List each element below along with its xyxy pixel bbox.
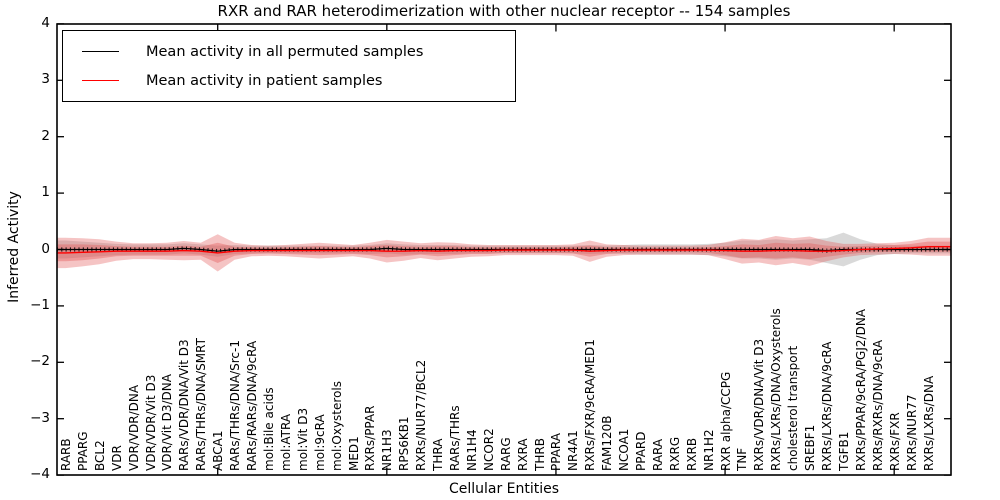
x-tick-label: RARA: [650, 438, 665, 471]
x-tick-label: RXRB: [684, 437, 699, 471]
x-tick-label: RARs/THRs: [447, 405, 462, 471]
permuted-line-swatch: [82, 51, 119, 52]
x-tick-label: RARs/THRs/DNA/SMRT: [194, 338, 209, 471]
x-tick-label: NCOR2: [481, 428, 496, 471]
y-tick-label: 4: [41, 14, 50, 31]
x-tick-label: VDR/Vit D3/DNA: [160, 374, 175, 471]
patient-mean-line: [57, 245, 951, 254]
x-tick-label: TGFB1: [836, 431, 851, 471]
x-tick-label: TNF: [735, 447, 750, 471]
x-tick-label: RARG: [498, 437, 513, 471]
y-tick-label: −3: [30, 409, 50, 426]
x-tick-label: VDR/VDR/Vit D3: [143, 374, 158, 471]
x-tick-label: RXRs/LXRs/DNA: [921, 375, 936, 471]
x-tick-label: RARB: [59, 438, 73, 471]
y-tick-label: −2: [30, 353, 50, 370]
x-tick-label: PPARA: [549, 433, 564, 471]
y-tick-label: 1: [41, 184, 50, 201]
x-tick-label: NR4A1: [566, 430, 581, 471]
x-tick-label: RXRs/LXRs/DNA/Oxysterols: [769, 308, 784, 471]
x-axis-label: Cellular Entities: [448, 481, 560, 497]
x-tick-label: BCL2: [92, 440, 107, 471]
y-tick-label: 2: [41, 127, 50, 144]
x-tick-label: RXRs/PPAR: [363, 405, 378, 471]
legend-row-permuted: Mean activity in all permuted samples: [63, 37, 515, 66]
x-tick-label: mol:Vit D3: [295, 407, 310, 471]
x-tick-label: THRB: [532, 438, 547, 471]
legend-label-permuted: Mean activity in all permuted samples: [146, 43, 424, 60]
legend-label-patient: Mean activity in patient samples: [146, 72, 383, 89]
x-tick-label: NR1H3: [380, 429, 395, 471]
x-tick-label: RXRs/PPAR/9cRA/PGJ2/DNA: [853, 309, 868, 471]
x-tick-label: mol:Oxysterols: [329, 381, 344, 471]
x-tick-label: NR1H4: [464, 429, 479, 471]
x-tick-label: mol:9cRA: [312, 414, 327, 471]
patient-samples-spread-outer-band: [57, 234, 951, 272]
x-tick-label: FAM120B: [600, 415, 615, 472]
x-tick-label: RARs/VDR/DNA/Vit D3: [177, 339, 192, 471]
x-tick-label: RXRs/NUR77: [904, 394, 919, 471]
x-tick-label: MED1: [346, 436, 361, 471]
x-tick-label: RXRA: [515, 438, 530, 471]
x-tick-label: mol:Bile acids: [261, 387, 276, 471]
x-tick-label: RXRs/RXRs/DNA/9cRA: [870, 339, 885, 471]
y-tick-label: 0: [41, 240, 50, 257]
x-tick-label: NR1H2: [701, 429, 716, 471]
y-tick-label: −4: [30, 466, 50, 483]
x-tick-label: mol:ATRA: [278, 413, 293, 471]
legend-row-patient: Mean activity in patient samples: [63, 66, 515, 95]
x-tick-label: PPARD: [634, 431, 648, 472]
x-tick-label: SREBF1: [803, 424, 818, 471]
x-tick-label: RXR alpha/CCPG: [718, 371, 733, 471]
y-tick-label: −1: [30, 296, 50, 313]
x-tick-label: RXRs/LXRs/DNA/9cRA: [820, 341, 835, 472]
chart-title: RXR and RAR heterodimerization with othe…: [217, 2, 791, 20]
x-tick-label: NCOA1: [617, 428, 632, 471]
x-tick-label: VDR/VDR/DNA: [126, 384, 141, 471]
x-tick-label: RPS6KB1: [397, 416, 412, 471]
patient-line-swatch: [82, 80, 119, 81]
x-tick-label: RXRG: [667, 436, 682, 471]
x-tick-label: cholesterol transport: [786, 345, 801, 471]
x-tick-label: RXRs/FXR: [887, 412, 902, 471]
x-tick-label: PPARG: [75, 431, 90, 471]
patient-samples-spread-inner-band: [57, 241, 951, 263]
x-tick-label: ABCA1: [211, 430, 226, 471]
x-tick-label: THRA: [431, 438, 446, 471]
permuted-mean-line: [57, 247, 951, 252]
x-tick-label: RARs/THRs/DNA/Src-1: [228, 340, 243, 471]
y-tick-label: 3: [41, 71, 50, 88]
x-tick-label: RXRs/NUR77/BCL2: [414, 359, 429, 471]
x-tick-label: RXRs/FXR/9cRA/MED1: [583, 339, 598, 471]
x-tick-label: RARs/RARs/DNA/9cRA: [245, 340, 260, 471]
x-tick-label: RXRs/VDR/DNA/Vit D3: [752, 338, 767, 471]
legend: Mean activity in all permuted samples Me…: [62, 30, 516, 102]
x-tick-label: VDR: [109, 445, 124, 471]
